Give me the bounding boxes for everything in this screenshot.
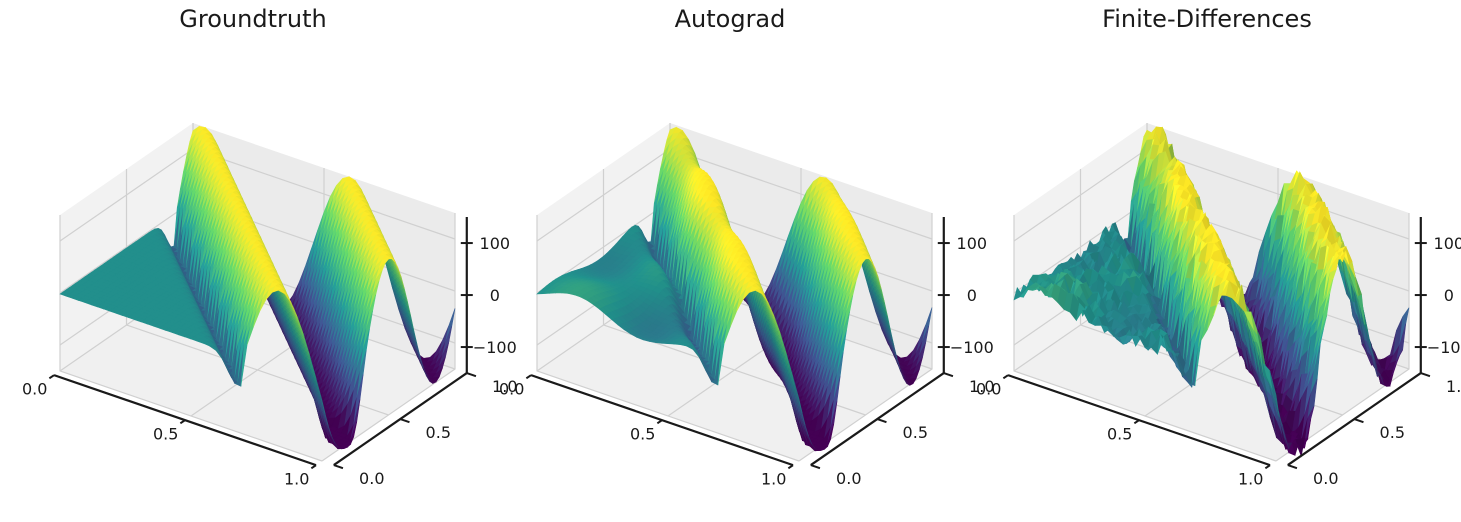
z-tick-label: 100 [957, 234, 988, 253]
z-tick-label: −100 [950, 338, 994, 357]
y-tick-label: 0.0 [359, 469, 384, 488]
x-tick-mark [525, 374, 532, 380]
y-tick-mark [333, 464, 344, 470]
y-tick-mark [466, 372, 477, 378]
x-tick-label: 0.5 [153, 424, 178, 443]
chart-title: Autograd [675, 5, 786, 33]
z-tick-label: 0 [967, 286, 977, 305]
x-tick-mark [656, 419, 663, 425]
x-tick-mark [787, 464, 794, 470]
y-tick-mark [943, 372, 954, 378]
grid-line-y [125, 169, 389, 416]
chart-title: Finite-Differences [1102, 5, 1312, 33]
surface-panel-finite-differences: Finite-Differences 0.00.51.00.00.51.0−10… [976, 5, 1461, 488]
x-tick-label: 1.0 [284, 469, 309, 488]
z-tick-label: 0 [490, 286, 500, 305]
y-tick-label: 0.0 [836, 469, 861, 488]
y-tick-mark [876, 418, 887, 424]
surface [59, 125, 456, 450]
z-tick-label: 100 [480, 234, 511, 253]
x-tick-label: 1.0 [761, 469, 786, 488]
y-tick-label: 0.5 [903, 423, 928, 442]
y-tick-label: 0.5 [426, 423, 451, 442]
grid-line-y [59, 215, 323, 462]
x-tick-label: 0.5 [630, 424, 655, 443]
x-tick-label: 0.0 [499, 379, 524, 398]
x-tick-label: 0.0 [22, 379, 47, 398]
y-tick-mark [810, 464, 821, 470]
x-tick-mark [310, 464, 317, 470]
y-tick-mark [399, 418, 410, 424]
chart-title: Groundtruth [179, 5, 326, 33]
x-tick-mark [48, 374, 55, 380]
x-tick-mark [179, 419, 186, 425]
z-tick-label: −100 [473, 338, 517, 357]
